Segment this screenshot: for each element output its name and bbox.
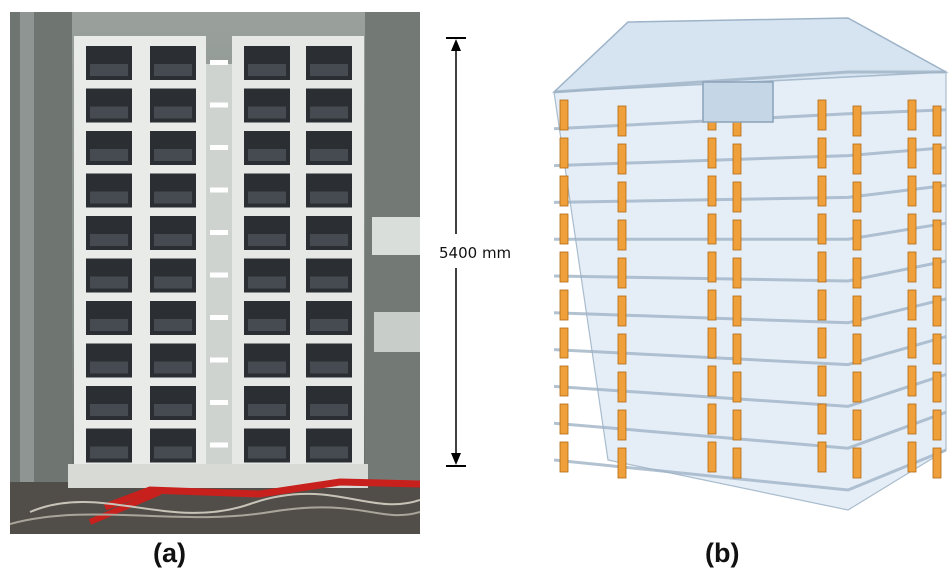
specimen-photo-drawing xyxy=(10,12,420,534)
specimen-photo xyxy=(10,12,420,534)
caption-b: (b) xyxy=(705,538,740,568)
dimension-label: 5400 mm xyxy=(439,244,512,262)
caption-a: (a) xyxy=(153,538,186,568)
structural-model xyxy=(548,10,950,530)
structural-model-drawing xyxy=(552,17,949,511)
dimension-arrow-icon xyxy=(446,37,466,467)
